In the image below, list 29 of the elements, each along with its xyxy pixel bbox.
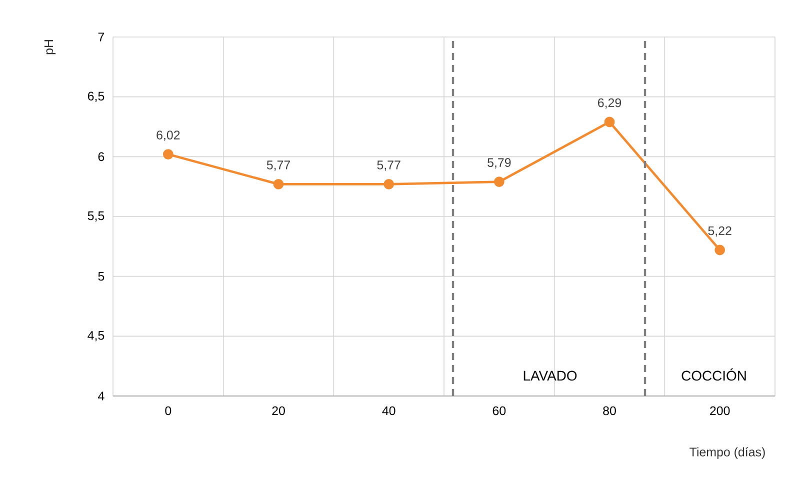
point — [604, 116, 615, 128]
y-tick-label: 6 — [98, 152, 104, 162]
y-tick-label: 7 — [98, 32, 104, 42]
annotation: LAVADO — [524, 370, 577, 381]
y-tick-label: 5 — [98, 272, 104, 281]
point — [273, 178, 284, 190]
data-label: 5,22 — [708, 226, 732, 237]
point — [384, 178, 394, 190]
x-tick-label: 0 — [165, 406, 172, 416]
point — [714, 244, 726, 256]
x-tick-label: 80 — [603, 406, 616, 416]
y-tick-label: 4,5 — [88, 331, 104, 342]
data-label: 6,29 — [598, 98, 622, 109]
point — [162, 149, 174, 160]
annotation: COCCIÓN — [682, 368, 746, 381]
point — [494, 176, 504, 187]
data-label: 5,79 — [488, 158, 511, 168]
data-label: 5,77 — [266, 160, 290, 171]
x-tick-label: 60 — [492, 406, 506, 416]
y-tick-label: 6,5 — [88, 92, 104, 102]
x-tick-label: 200 — [710, 406, 730, 416]
x-axis-title: Tiempo (días) — [690, 447, 765, 459]
y-tick-label: 4 — [98, 392, 104, 400]
y-tick-label: 5,5 — [88, 211, 104, 222]
x-tick-label: 40 — [382, 406, 396, 416]
y-axis-title: pH — [44, 40, 56, 54]
data-label: 6,02 — [156, 130, 180, 141]
data-label: 5,77 — [377, 160, 400, 171]
x-tick-label: 20 — [272, 406, 285, 416]
